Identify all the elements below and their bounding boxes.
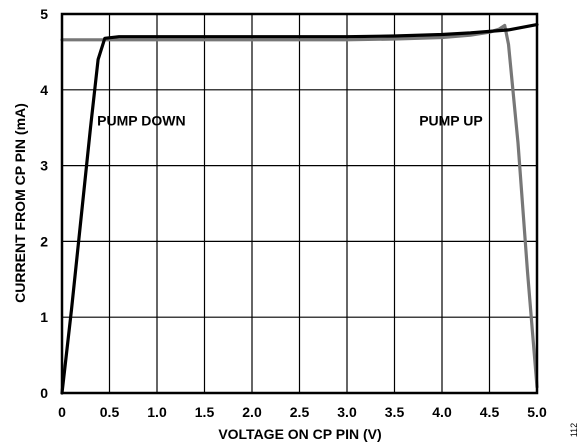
- y-tick-label: 5: [40, 6, 48, 22]
- y-tick-label: 3: [40, 158, 48, 174]
- figure-id: 112: [569, 423, 579, 437]
- x-tick-label: 2.5: [290, 404, 310, 420]
- annotations: PUMP DOWN PUMP UP: [97, 112, 483, 128]
- x-tick-label: 3.0: [337, 404, 357, 420]
- annotation-label: PUMP DOWN: [97, 112, 185, 128]
- series-line-pump-up: [60, 23, 539, 389]
- x-tick-label: 1.0: [147, 404, 167, 420]
- x-tick-label: 0.5: [100, 404, 120, 420]
- plot-frame: [60, 12, 539, 395]
- x-tick-label: 5.0: [527, 404, 547, 420]
- x-tick-label: 2.0: [242, 404, 262, 420]
- x-tick-labels: 0 0.5 1.0 1.5 2.0 2.5 3.0 3.5 4.0 4.5 5.0: [58, 404, 547, 420]
- x-tick-label: 3.5: [385, 404, 405, 420]
- y-tick-label: 4: [40, 82, 48, 98]
- y-tick-label: 0: [40, 385, 48, 401]
- x-tick-label: 4.5: [480, 404, 500, 420]
- y-tick-label: 1: [40, 309, 48, 325]
- y-tick-labels: 0 1 2 3 4 5: [40, 6, 48, 401]
- x-tick-label: 4.0: [432, 404, 452, 420]
- x-axis-label: VOLTAGE ON CP PIN (V): [218, 426, 381, 442]
- y-tick-label: 2: [40, 233, 48, 249]
- series-lines: [60, 23, 539, 395]
- annotation-label: PUMP UP: [419, 112, 483, 128]
- y-axis-label: CURRENT FROM CP PIN (mA): [12, 103, 28, 303]
- series-line-pump-down: [60, 23, 539, 395]
- grid-lines: [61, 13, 538, 394]
- x-tick-label: 1.5: [195, 404, 215, 420]
- x-tick-label: 0: [58, 404, 66, 420]
